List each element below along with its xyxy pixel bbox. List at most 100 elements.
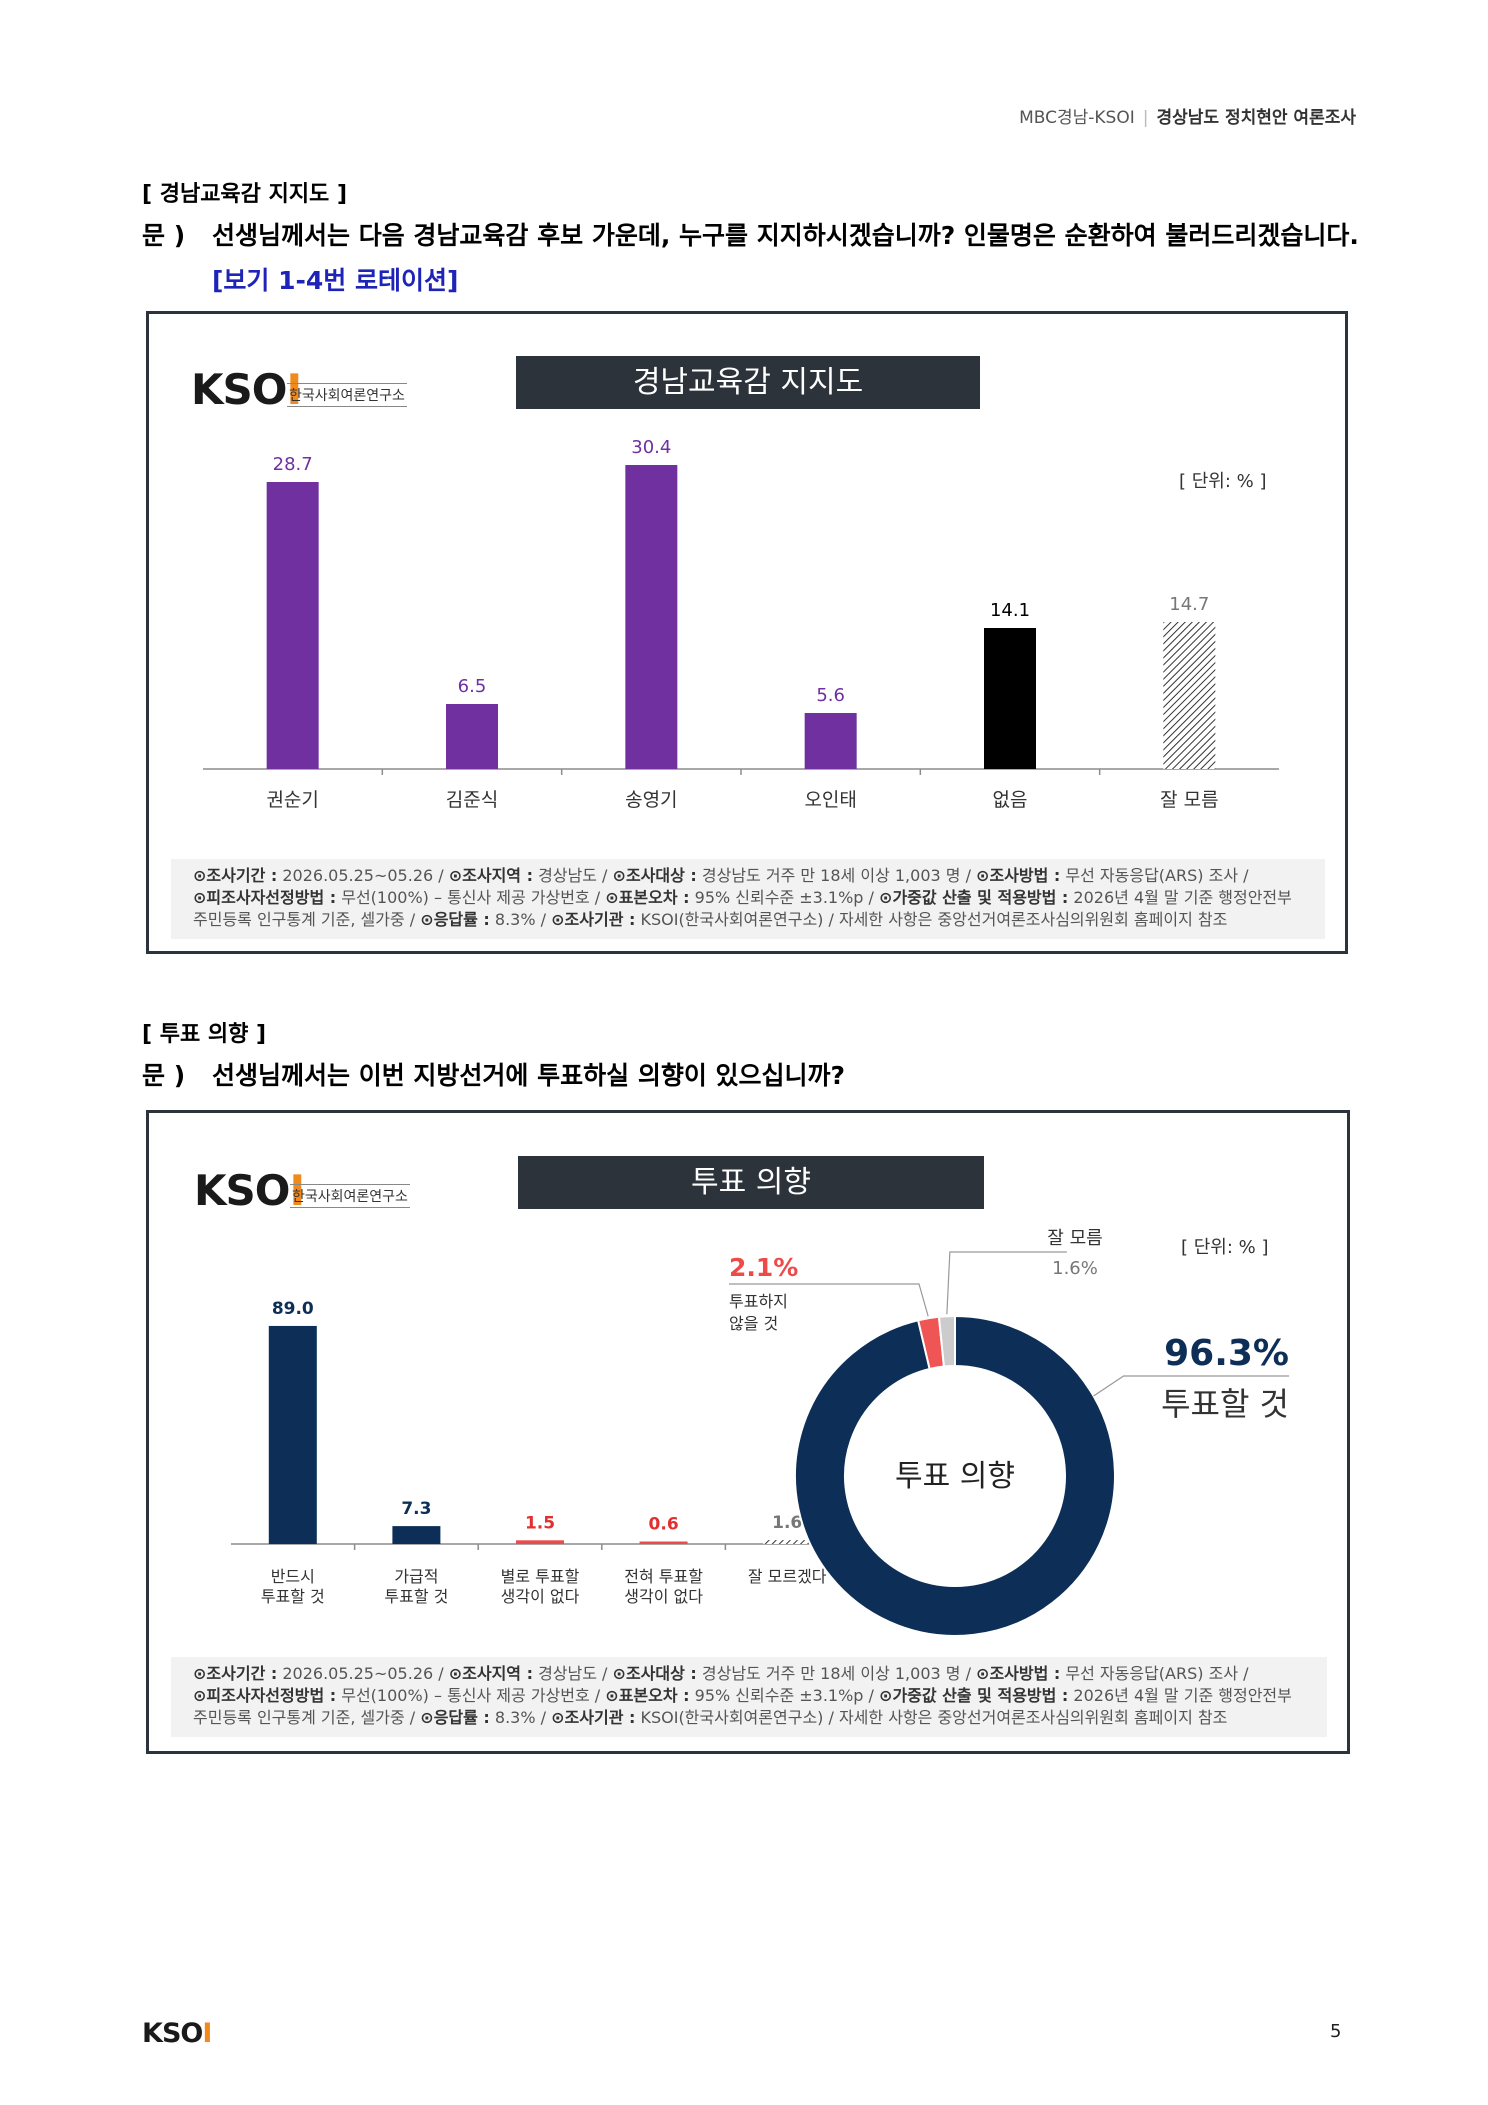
footer-value: 경상남도 거주 만 18세 이상 1,003 명 / [696, 866, 977, 885]
data-label: 14.1 [990, 600, 1030, 621]
leader-line [1093, 1375, 1289, 1397]
logo-text: KSOI [142, 2018, 212, 2049]
data-label: 0.6 [649, 1515, 679, 1535]
chart-title: 경남교육감 지지도 [516, 356, 980, 409]
logo-subtitle: 한국사회여론연구소 [287, 383, 407, 407]
category-label: 생각이 없다 [501, 1587, 580, 1606]
footer-key: ⊙조사기간 : [193, 866, 278, 885]
section-title: [ 경남교육감 지지도 ] [142, 182, 348, 207]
donut-slice [794, 1314, 1116, 1637]
bar-chart-support: 28.7 권순기 6.5 김준식 30.4 송영기 5.6 오인태 14.1 없음 14.7 잘 모름 [203, 437, 1279, 811]
data-label: 14.7 [1169, 594, 1209, 615]
footer-key: ⊙조사방법 : [976, 1664, 1061, 1683]
bar [639, 1541, 688, 1544]
footer-value: 95% 신뢰수준 ±3.1%p / [689, 1686, 880, 1705]
logo-text: KSOI [191, 365, 302, 414]
footer-line: ⊙조사기간 : 2026.05.25~05.26 / ⊙조사지역 : 경상남도 … [193, 865, 1315, 887]
data-label: 5.6 [816, 685, 845, 706]
footer-value: 주민등록 인구통계 기준, 셀가중 / [193, 1708, 421, 1727]
footer-value: KSOI(한국사회여론연구소) / 자세한 사항은 중앙선거여론조사심의위원회 … [635, 910, 1228, 929]
category-label: 권순기 [266, 789, 318, 811]
footer-line: ⊙조사기간 : 2026.05.25~05.26 / ⊙조사지역 : 경상남도 … [193, 1663, 1317, 1685]
footer-value: 무선 자동응답(ARS) 조사 / [1060, 1664, 1249, 1683]
question-prefix: 문 ) [142, 1061, 186, 1090]
data-label: 30.4 [631, 437, 671, 458]
question-text: 선생님께서는 다음 경남교육감 후보 가운데, 누구를 지지하시겠습니까? 인물… [212, 221, 1359, 250]
footer-value: 주민등록 인구통계 기준, 셀가중 / [193, 910, 421, 929]
category-label: 김준식 [446, 789, 498, 811]
footer-line: 주민등록 인구통계 기준, 셀가중 / ⊙응답률 : 8.3% / ⊙조사기관 … [193, 1707, 1317, 1729]
category-label: 송영기 [625, 789, 677, 811]
question-text: 선생님께서는 이번 지방선거에 투표하실 의향이 있으십니까? [212, 1061, 846, 1090]
footer-key: ⊙표본오차 : [605, 1686, 690, 1705]
data-label: 28.7 [273, 454, 313, 475]
bar [625, 465, 678, 769]
header-right: 경상남도 정치현안 여론조사 [1156, 108, 1356, 128]
bar [1163, 622, 1216, 769]
footer-key: ⊙조사대상 : [612, 866, 697, 885]
category-label: 투표할 것 [261, 1587, 325, 1606]
footer-key: ⊙조사지역 : [448, 1664, 533, 1683]
footer-value: 8.3% / [489, 910, 552, 929]
question: 문 ) 선생님께서는 다음 경남교육감 후보 가운데, 누구를 지지하시겠습니까?… [142, 216, 1359, 252]
survey-footer: ⊙조사기간 : 2026.05.25~05.26 / ⊙조사지역 : 경상남도 … [171, 859, 1325, 939]
bar [804, 713, 857, 769]
data-label: 89.0 [272, 1299, 314, 1319]
category-label: 오인태 [804, 789, 856, 811]
footer-value: 무선 자동응답(ARS) 조사 / [1060, 866, 1249, 885]
slice-name: 투표하지 [729, 1292, 788, 1311]
footer-value: 경상남도 / [533, 1664, 613, 1683]
chart-panel-vote-intent: KSOI 한국사회여론연구소 투표 의향 [ 단위: % ] 89.0 반드시 투표… [146, 1110, 1350, 1754]
footer-key: ⊙피조사자선정방법 : [193, 888, 337, 907]
survey-footer: ⊙조사기간 : 2026.05.25~05.26 / ⊙조사지역 : 경상남도 … [171, 1657, 1327, 1737]
chart-panel-support: KSOI 한국사회여론연구소 경남교육감 지지도 [ 단위: % ] 28.7 권… [146, 311, 1348, 954]
donut-center-label: 투표 의향 [895, 1459, 1015, 1494]
footer-key: ⊙가중값 산출 및 적용방법 : [879, 888, 1069, 907]
category-label: 반드시 [271, 1567, 315, 1586]
category-label: 투표할 것 [384, 1587, 448, 1606]
footer-key: ⊙조사방법 : [976, 866, 1061, 885]
category-label: 가급적 [394, 1567, 438, 1586]
donut-slice [937, 1314, 956, 1368]
footer-value: 무선(100%) – 통신사 제공 가상번호 / [336, 1686, 606, 1705]
header-left: MBC경남-KSOI [1019, 108, 1135, 128]
category-label: 생각이 없다 [624, 1587, 703, 1606]
footer-value: 2026.05.25~05.26 / [277, 1664, 449, 1683]
slice-name: 잘 모름 [1047, 1228, 1102, 1249]
footer-key: ⊙피조사자선정방법 : [193, 1686, 337, 1705]
footer-key: ⊙응답률 : [420, 1708, 490, 1727]
footer-value: 2026년 4월 말 기준 행정안전부 [1068, 888, 1292, 907]
bar [516, 1540, 564, 1544]
question-prefix: 문 ) [142, 221, 186, 250]
bar [446, 704, 498, 769]
logo-subtitle: 한국사회여론연구소 [290, 1184, 410, 1208]
footer-key: ⊙조사지역 : [448, 866, 533, 885]
footer-key: ⊙조사기관 : [551, 1708, 636, 1727]
bar [392, 1526, 441, 1544]
footer-value: 95% 신뢰수준 ±3.1%p / [689, 888, 880, 907]
footer-key: ⊙조사대상 : [612, 1664, 697, 1683]
data-label: 1.6 [772, 1513, 802, 1533]
unit-label: [ 단위: % ] [1179, 471, 1267, 492]
bar [984, 628, 1036, 769]
slice-label: 96.3% [1164, 1333, 1289, 1374]
footer-value: KSOI(한국사회여론연구소) / 자세한 사항은 중앙선거여론조사심의위원회 … [635, 1708, 1228, 1727]
logo-text: KSOI [194, 1166, 305, 1215]
footer-value: 경상남도 거주 만 18세 이상 1,003 명 / [696, 1664, 977, 1683]
footer-logo: KSOI [142, 2018, 212, 2049]
rotation-note: [보기 1-4번 로테이션] [212, 266, 459, 295]
footer-value: 8.3% / [489, 1708, 552, 1727]
footer-key: ⊙조사기간 : [193, 1664, 278, 1683]
chart-title: 투표 의향 [518, 1156, 984, 1209]
question: 문 ) 선생님께서는 이번 지방선거에 투표하실 의향이 있으십니까? [142, 1056, 845, 1092]
page-number: 5 [1330, 2021, 1342, 2042]
category-label: 잘 모르겠다 [748, 1567, 827, 1586]
category-label: 잘 모름 [1160, 789, 1218, 811]
slice-label: 1.6% [1052, 1258, 1098, 1279]
bar [268, 1325, 317, 1544]
footer-value: 경상남도 / [533, 866, 613, 885]
footer-value: 무선(100%) – 통신사 제공 가상번호 / [336, 888, 606, 907]
footer-key: ⊙가중값 산출 및 적용방법 : [879, 1686, 1069, 1705]
